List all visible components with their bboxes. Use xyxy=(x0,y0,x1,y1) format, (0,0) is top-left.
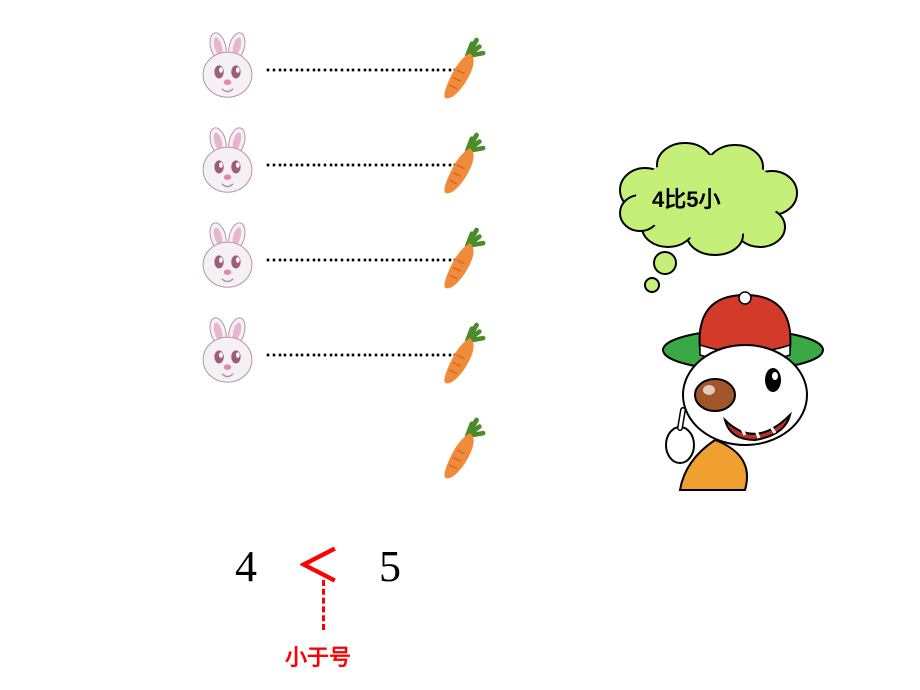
pointer-line xyxy=(322,580,325,630)
left-number: 4 xyxy=(235,542,257,591)
operator-label: 小于号 xyxy=(285,640,351,672)
bubble-text: 4比5小 xyxy=(652,182,720,214)
rabbit-icon xyxy=(190,220,265,300)
dots-connector: ⋯⋯⋯⋯⋯⋯⋯⋯⋯⋯⋯⋯ xyxy=(265,315,425,395)
match-row: ⋯⋯⋯⋯⋯⋯⋯⋯⋯⋯⋯⋯ xyxy=(190,315,500,395)
carrot-icon xyxy=(425,125,500,205)
comparison-equation: 4 ＜ 5 xyxy=(235,530,401,594)
thought-bubble-icon xyxy=(610,135,810,295)
stage: ⋯⋯⋯⋯⋯⋯⋯⋯⋯⋯⋯⋯ ⋯⋯⋯⋯⋯⋯⋯⋯⋯⋯⋯⋯ xyxy=(0,0,920,690)
match-row: ⋯⋯⋯⋯⋯⋯⋯⋯⋯⋯⋯⋯ xyxy=(190,30,500,110)
rabbit-icon xyxy=(190,125,265,205)
less-than-operator: ＜ xyxy=(296,542,340,591)
rabbit-icon xyxy=(190,315,265,395)
carrot-icon xyxy=(425,410,500,490)
dots-connector: ⋯⋯⋯⋯⋯⋯⋯⋯⋯⋯⋯⋯ xyxy=(265,220,425,300)
dots-connector: ⋯⋯⋯⋯⋯⋯⋯⋯⋯⋯⋯⋯ xyxy=(265,30,425,110)
carrot-icon xyxy=(425,30,500,110)
match-row: ⋯⋯⋯⋯⋯⋯⋯⋯⋯⋯⋯⋯ xyxy=(190,220,500,300)
character-icon xyxy=(625,280,855,510)
rabbit-icon xyxy=(190,30,265,110)
dots-connector: ⋯⋯⋯⋯⋯⋯⋯⋯⋯⋯⋯⋯ xyxy=(265,125,425,205)
carrot-icon xyxy=(425,220,500,300)
carrot-icon xyxy=(425,315,500,395)
match-row: ⋯⋯⋯⋯⋯⋯⋯⋯⋯⋯⋯⋯ xyxy=(190,125,500,205)
right-number: 5 xyxy=(379,542,401,591)
match-row xyxy=(190,410,500,490)
